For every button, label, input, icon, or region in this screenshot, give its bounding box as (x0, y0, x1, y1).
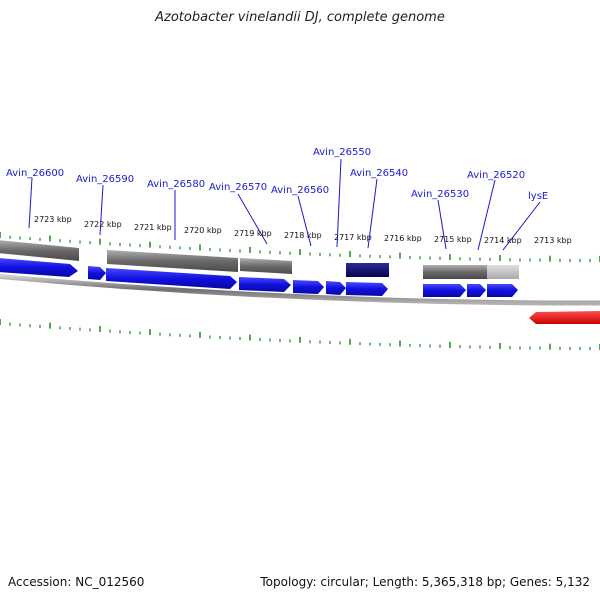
light-grey-feature-bar[interactable] (487, 265, 519, 279)
grey-feature-bar[interactable] (0, 240, 79, 261)
gene-arrow-avin-26540[interactable] (346, 282, 388, 296)
ruler-label-2718: 2718 kbp (284, 231, 322, 240)
grey-feature-bar[interactable] (240, 258, 292, 274)
gene-label-avin-26600[interactable]: Avin_26600 (6, 168, 64, 179)
map-title: Azotobacter vinelandii DJ, complete geno… (155, 10, 445, 25)
ruler-labels: 2723 kbp 2722 kbp 2721 kbp 2720 kbp 2719… (34, 215, 572, 245)
gene-arrow-avin-26560[interactable] (293, 280, 324, 294)
ruler-label-2719: 2719 kbp (234, 229, 272, 238)
ruler-label-2721: 2721 kbp (134, 223, 172, 232)
leader-line-avin-26590 (99, 184, 104, 236)
leader-line-avin-26520 (477, 179, 496, 251)
ruler-label-2723: 2723 kbp (34, 215, 72, 224)
genome-backbone (0, 273, 600, 306)
gene-label-avin-26550[interactable]: Avin_26550 (313, 147, 371, 158)
ruler-label-2714: 2714 kbp (484, 236, 522, 245)
ruler-label-2713: 2713 kbp (534, 236, 572, 245)
gene-label-avin-26590[interactable]: Avin_26590 (76, 174, 134, 185)
leader-line-avin-26600 (28, 177, 33, 229)
grey-feature-bar[interactable] (107, 250, 238, 272)
gene-arrow-avin-26530[interactable] (423, 284, 466, 297)
gene-arrows (0, 258, 518, 297)
gene-label-leaders (28, 158, 541, 251)
ruler-label-2720: 2720 kbp (184, 226, 222, 235)
gene-label-avin-26530[interactable]: Avin_26530 (411, 189, 469, 200)
gene-label-avin-26570[interactable]: Avin_26570 (209, 182, 267, 193)
gene-arrow-lyse[interactable] (487, 284, 518, 297)
feature-bars (0, 240, 519, 279)
leader-line-avin-26540 (367, 178, 378, 249)
ruler-label-2715: 2715 kbp (434, 235, 472, 244)
grey-feature-bar[interactable] (468, 265, 487, 279)
gene-arrow-avin-26520[interactable] (467, 284, 486, 297)
ruler-label-2722: 2722 kbp (84, 220, 122, 229)
leader-line-avin-26560 (297, 195, 312, 247)
navy-feature-bar[interactable] (346, 263, 389, 277)
leader-line-avin-26530 (437, 199, 447, 250)
gene-arrow-avin-26570[interactable] (239, 277, 291, 292)
upper-tick-row (0, 232, 600, 262)
leader-line-lyse (502, 201, 541, 251)
genome-summary-text: Topology: circular; Length: 5,365,318 bp… (260, 575, 590, 589)
gene-label-avin-26560[interactable]: Avin_26560 (271, 185, 329, 196)
ruler-label-2717: 2717 kbp (334, 233, 372, 242)
gene-arrow-avin-26550[interactable] (326, 281, 346, 295)
gene-label-avin-26540[interactable]: Avin_26540 (350, 168, 408, 179)
accession-text: Accession: NC_012560 (8, 575, 145, 589)
gene-arrow-avin-26590[interactable] (88, 266, 106, 280)
lower-tick-row (0, 319, 600, 350)
gene-arrow-avin-26600[interactable] (0, 258, 78, 277)
ruler-label-2716: 2716 kbp (384, 234, 422, 243)
grey-feature-bar[interactable] (423, 265, 468, 279)
gene-label-avin-26520[interactable]: Avin_26520 (467, 170, 525, 181)
gene-arrow-avin-26580[interactable] (106, 268, 237, 289)
leader-line-avin-26550 (336, 158, 342, 248)
leader-line-avin-26570 (237, 193, 268, 245)
gene-label-avin-26580[interactable]: Avin_26580 (147, 179, 205, 190)
gene-labels: Avin_26600 Avin_26590 Avin_26580 Avin_26… (6, 147, 548, 202)
highlighted-red-feature[interactable] (529, 311, 600, 324)
gene-label-lyse[interactable]: lysE (528, 191, 548, 202)
